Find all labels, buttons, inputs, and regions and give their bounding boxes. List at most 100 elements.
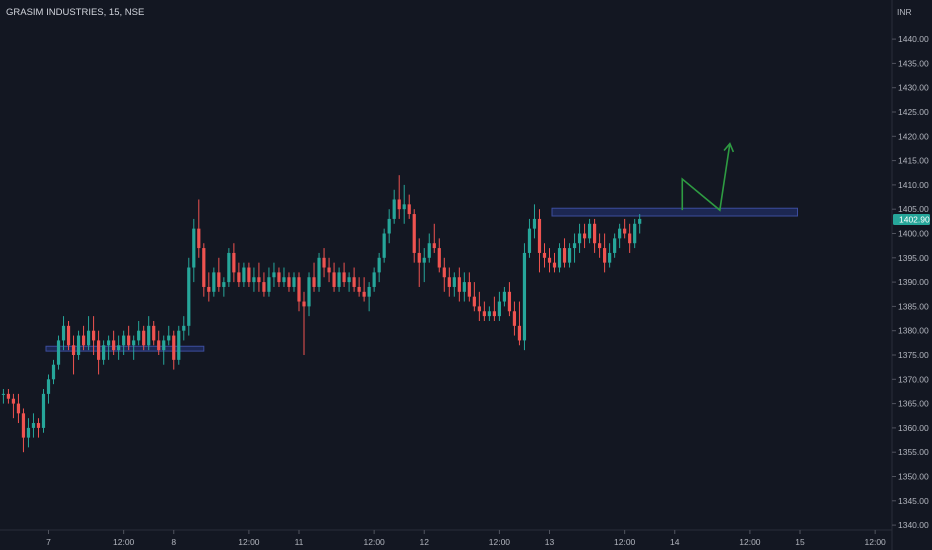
candle[interactable] [377, 252, 381, 283]
candle[interactable] [292, 272, 296, 292]
candle[interactable] [537, 209, 542, 273]
candle[interactable] [317, 252, 321, 292]
candle[interactable] [557, 243, 562, 273]
candle[interactable] [547, 248, 552, 273]
candle[interactable] [497, 291, 501, 321]
candle[interactable] [76, 330, 81, 360]
candle[interactable] [522, 243, 527, 351]
candle[interactable] [102, 340, 106, 365]
candle[interactable] [167, 325, 171, 346]
candle[interactable] [86, 316, 91, 351]
candle[interactable] [517, 301, 522, 346]
candle[interactable] [152, 320, 156, 346]
candle[interactable] [142, 325, 146, 351]
candle[interactable] [442, 257, 446, 292]
candle[interactable] [347, 272, 351, 292]
candle[interactable] [31, 413, 36, 438]
candle[interactable] [482, 301, 486, 321]
candle[interactable] [122, 330, 126, 355]
candle[interactable] [217, 257, 221, 292]
candle[interactable] [51, 359, 56, 385]
candle[interactable] [187, 257, 191, 336]
candle[interactable] [182, 316, 186, 341]
candle[interactable] [71, 335, 76, 375]
candle[interactable] [36, 418, 41, 438]
candle[interactable] [282, 267, 286, 287]
candle[interactable] [222, 277, 226, 297]
candle[interactable] [462, 272, 466, 302]
candle[interactable] [552, 252, 557, 273]
candle[interactable] [332, 262, 336, 292]
candle[interactable] [232, 243, 236, 283]
candle[interactable] [127, 325, 131, 351]
candle[interactable] [417, 238, 421, 287]
candle[interactable] [16, 393, 21, 424]
candle[interactable] [56, 335, 61, 370]
candle[interactable] [302, 291, 306, 355]
candle[interactable] [252, 267, 256, 292]
candle[interactable] [247, 262, 251, 287]
candle[interactable] [382, 228, 386, 263]
candle[interactable] [562, 238, 567, 268]
candle[interactable] [477, 291, 481, 321]
candle[interactable] [272, 262, 276, 287]
candle[interactable] [312, 262, 316, 292]
candle[interactable] [192, 218, 196, 283]
candle[interactable] [592, 218, 597, 253]
candle[interactable] [202, 243, 206, 297]
candle[interactable] [21, 408, 26, 453]
candle[interactable] [117, 335, 121, 360]
candle[interactable] [613, 233, 617, 258]
candle[interactable] [577, 223, 582, 253]
candle[interactable] [628, 223, 632, 253]
candle[interactable] [608, 243, 612, 268]
candle[interactable] [472, 282, 476, 312]
candle[interactable] [172, 330, 176, 370]
candle[interactable] [297, 272, 301, 312]
candle[interactable] [327, 257, 331, 283]
candle[interactable] [502, 286, 507, 307]
candle[interactable] [598, 233, 602, 258]
candle[interactable] [638, 214, 642, 234]
candle[interactable] [212, 267, 216, 297]
candle[interactable] [262, 272, 266, 297]
candle[interactable] [61, 316, 66, 351]
candle[interactable] [427, 233, 431, 263]
candle[interactable] [507, 282, 512, 317]
candle[interactable] [26, 418, 31, 448]
candle[interactable] [1, 389, 6, 404]
candle[interactable] [132, 335, 136, 360]
projection-arrow[interactable] [681, 143, 731, 212]
price-axis[interactable]: 1340.00 1345.00 1350.00 1355.00 1360.00 1365.… [892, 34, 929, 530]
candle[interactable] [352, 267, 356, 292]
candle[interactable] [392, 189, 396, 224]
candle[interactable] [197, 199, 201, 258]
candle[interactable] [412, 209, 416, 263]
candle[interactable] [237, 262, 241, 287]
candle[interactable] [162, 335, 166, 365]
candle[interactable] [66, 320, 71, 351]
candle[interactable] [46, 374, 51, 404]
candle[interactable] [387, 209, 391, 244]
candle[interactable] [407, 194, 411, 219]
candle[interactable] [227, 248, 231, 287]
candle[interactable] [337, 267, 341, 292]
candle[interactable] [147, 316, 151, 351]
candle[interactable] [41, 389, 46, 433]
candle[interactable] [157, 330, 161, 355]
candle[interactable] [467, 272, 471, 302]
resistance-zone-2[interactable] [551, 207, 798, 217]
candle[interactable] [257, 262, 261, 292]
candle[interactable] [362, 277, 366, 302]
candle[interactable] [422, 248, 426, 283]
candle[interactable] [527, 218, 532, 258]
candle[interactable] [97, 330, 101, 375]
time-axis[interactable]: 7 12:00 8 12:00 11 12:00 12 12:00 13 12:00 14 12:00… [46, 530, 886, 547]
candle[interactable] [342, 262, 346, 287]
candle[interactable] [287, 272, 291, 292]
candle[interactable] [457, 267, 461, 302]
candle[interactable] [107, 335, 111, 360]
candle[interactable] [572, 233, 577, 263]
candle[interactable] [177, 325, 181, 365]
